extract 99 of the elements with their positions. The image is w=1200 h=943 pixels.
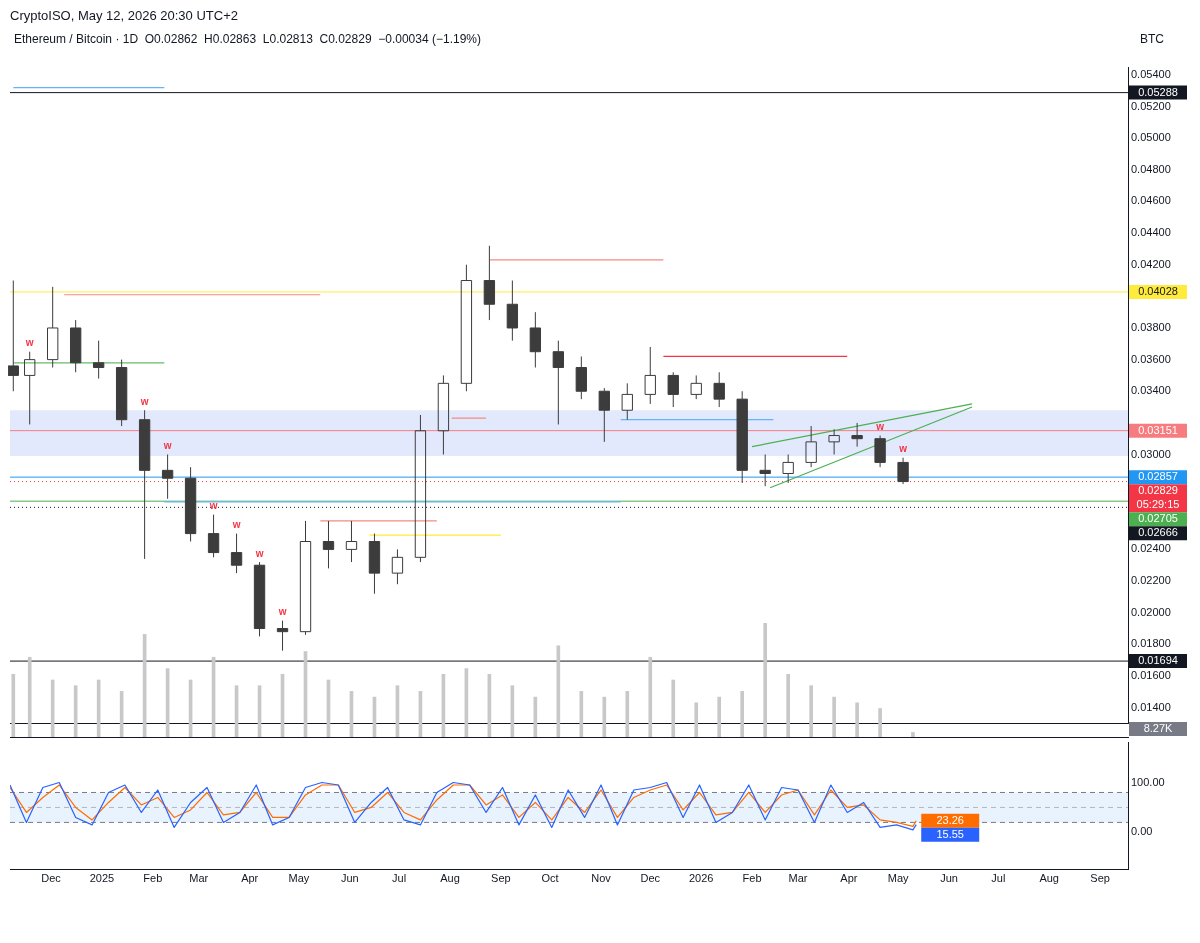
- bar: [648, 656, 653, 737]
- annotation: w: [208, 500, 218, 512]
- x-tick-label: Apr: [840, 872, 858, 885]
- bar: [694, 702, 699, 737]
- bar: [717, 696, 722, 737]
- candlestick: [828, 428, 840, 456]
- x-tick-label: May: [288, 872, 310, 885]
- y-tick-label: 0.03600: [1131, 352, 1171, 365]
- candlestick: [874, 435, 886, 468]
- x-tick-label: Aug: [1039, 872, 1059, 885]
- x-tick-label: Nov: [591, 872, 612, 885]
- x-tick-label: Jul: [991, 872, 1006, 885]
- y-tick-label: 0.05000: [1131, 131, 1171, 144]
- candlestick: [621, 382, 633, 421]
- bar: [556, 645, 561, 737]
- y-tick-label: 0.03400: [1131, 384, 1171, 397]
- annotation: w: [875, 421, 885, 433]
- candlestick: [437, 374, 450, 456]
- x-tick-label: Feb: [742, 872, 762, 885]
- x-tick-label: Jun: [340, 872, 359, 885]
- candlestick: [299, 520, 312, 636]
- annotation: w: [277, 606, 287, 618]
- x-tick-label: Mar: [788, 872, 808, 885]
- annotation: w: [231, 519, 241, 531]
- ref-line-label: 0.02829 05:29:15: [1136, 484, 1180, 511]
- y-tick-label: 0.03800: [1131, 321, 1171, 334]
- y-tick-label: 0.04800: [1131, 162, 1171, 175]
- annotation: w: [162, 440, 172, 452]
- data-label: 15.55: [936, 827, 964, 840]
- y-tick-label: 0.00: [1131, 825, 1153, 838]
- ref-line-label: 0.02705: [1138, 512, 1178, 525]
- x-tick-label: Sep: [491, 872, 511, 885]
- x-tick-label: Dec: [41, 872, 62, 885]
- data-label: 23.26: [936, 813, 964, 826]
- bar: [740, 691, 745, 737]
- y-tick-label: 0.04600: [1131, 194, 1171, 207]
- chart-subtitle: CryptoISO, May 12, 2026 20:30 UTC+2: [10, 8, 238, 23]
- candlestick: [345, 520, 358, 563]
- text: 8.27K: [1143, 722, 1174, 735]
- annotation: w: [24, 337, 34, 349]
- x-tick-label: Dec: [640, 872, 661, 885]
- candlestick: [690, 374, 702, 400]
- y-tick-label: 0.05400: [1131, 67, 1171, 80]
- y-tick-label: 0.01600: [1131, 668, 1171, 681]
- bar: [11, 673, 16, 737]
- bar: [878, 708, 882, 737]
- annotation: w: [898, 443, 908, 455]
- candlestick: [782, 454, 794, 484]
- candlestick: [460, 264, 473, 392]
- x-tick-label: 2026: [688, 872, 714, 885]
- candlestick: [8, 280, 19, 392]
- x-tick-label: Mar: [189, 872, 209, 885]
- y-tick-label: 0.02200: [1131, 574, 1171, 587]
- ref-line-label: 0.05288: [1138, 85, 1178, 98]
- x-tick-label: Sep: [1090, 872, 1110, 885]
- y-tick-label: 0.01800: [1131, 637, 1171, 650]
- ref-line-label: 0.03151: [1138, 423, 1178, 436]
- x-tick-label: Oct: [541, 872, 559, 885]
- y-tick-label: 0.02400: [1131, 542, 1171, 555]
- candlestick: [644, 346, 656, 405]
- x-tick-label: Feb: [143, 872, 163, 885]
- bar: [671, 679, 676, 737]
- bar: [809, 685, 813, 737]
- y-tick-label: 100.00: [1131, 775, 1165, 788]
- bar: [50, 679, 55, 737]
- bar: [832, 696, 836, 737]
- y-tick-label: 0.02000: [1131, 605, 1171, 618]
- y-tick-label: 0.03000: [1131, 447, 1171, 460]
- y-axis-title: BTC: [1140, 32, 1164, 46]
- bar: [911, 732, 915, 737]
- bar: [786, 673, 790, 737]
- bar: [602, 696, 607, 737]
- bar: [579, 691, 584, 737]
- x-tick-label: Apr: [241, 872, 259, 885]
- annotation: w: [254, 547, 264, 559]
- x-tick-label: Jun: [940, 872, 958, 885]
- y-tick-label: 0.01400: [1131, 700, 1171, 713]
- x-tick-label: 2025: [89, 872, 115, 885]
- ref-line-label: 0.02666: [1138, 526, 1178, 539]
- candlestick: [414, 414, 427, 563]
- y-tick-label: 0.04200: [1131, 257, 1171, 270]
- candlestick: [47, 286, 59, 369]
- ref-line-label: 0.04028: [1138, 284, 1178, 297]
- candlestick: [24, 351, 36, 425]
- candlestick: [391, 548, 404, 585]
- bar: [625, 691, 630, 737]
- bar: [763, 623, 768, 737]
- x-tick-label: Aug: [440, 872, 460, 885]
- ref-line-label: 0.02857: [1138, 470, 1178, 483]
- y-tick-label: 0.05200: [1131, 99, 1171, 112]
- y-tick-label: 0.04400: [1131, 226, 1171, 239]
- chart-title: Ethereum / Bitcoin · 1D O0.02862 H0.02863 L0.02813 C0.02829 −0.00034 (−1.19%): [14, 32, 481, 46]
- bar: [855, 702, 859, 737]
- x-tick-label: Jul: [392, 872, 407, 885]
- bar: [27, 656, 32, 737]
- annotation: w: [139, 395, 149, 407]
- ref-line-label: 0.01694: [1138, 654, 1178, 667]
- candlestick: [805, 425, 817, 468]
- x-tick-label: May: [887, 872, 910, 885]
